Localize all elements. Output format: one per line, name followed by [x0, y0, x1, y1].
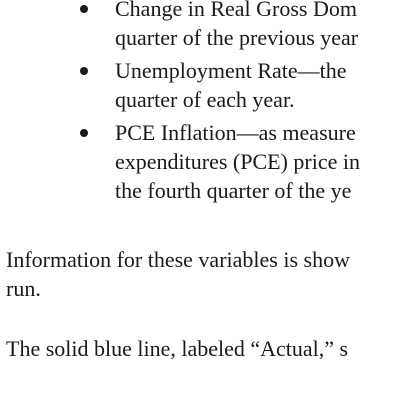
paragraph-information: Information for these variables is show …: [6, 245, 350, 303]
variable-bullet-list: Change in Real Gross Dom quarter of the …: [0, 0, 400, 205]
paragraph-text-line: Information for these variables is show: [6, 247, 350, 272]
bullet-text-line: Change in Real Gross Dom: [115, 0, 357, 21]
bullet-dot-icon: [80, 67, 88, 75]
bullet-dot-icon: [80, 129, 88, 137]
bullet-text-line: Unemployment Rate—the: [115, 58, 347, 83]
bullet-text-line: PCE Inflation—as measure: [115, 120, 356, 145]
paragraph-actual-line: The solid blue line, labeled “Actual,” s: [6, 334, 348, 363]
paragraph-text-line: The solid blue line, labeled “Actual,” s: [6, 336, 349, 361]
bullet-dot-icon: [80, 5, 88, 13]
bullet-text-line: expenditures (PCE) price in: [115, 149, 360, 174]
bullet-text-line: quarter of each year.: [115, 87, 295, 112]
bullet-text-line: quarter of the previous year: [115, 25, 359, 50]
paragraph-text-line: run.: [6, 276, 41, 301]
bullet-pce-inflation: PCE Inflation—as measure expenditures (P…: [0, 118, 400, 205]
bullet-real-gdp: Change in Real Gross Dom quarter of the …: [0, 0, 400, 52]
bullet-unemployment-rate: Unemployment Rate—the quarter of each ye…: [0, 56, 400, 114]
bullet-text-line: the fourth quarter of the ye: [115, 178, 352, 203]
